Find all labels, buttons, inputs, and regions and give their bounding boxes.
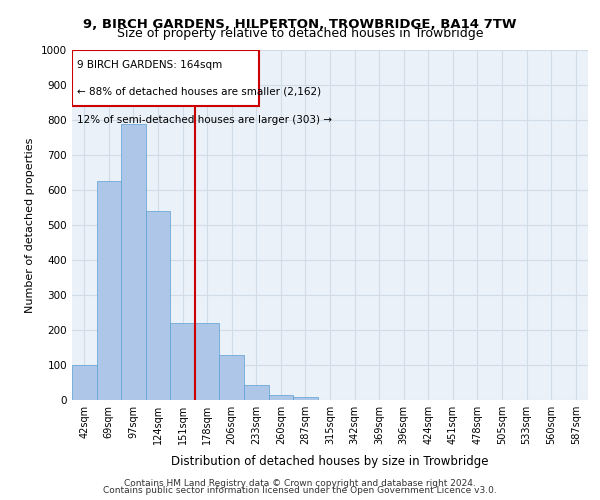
X-axis label: Distribution of detached houses by size in Trowbridge: Distribution of detached houses by size …	[171, 456, 489, 468]
Bar	[220, 354, 244, 400]
Bar	[269, 395, 293, 400]
Text: 12% of semi-detached houses are larger (303) →: 12% of semi-detached houses are larger (…	[77, 115, 332, 124]
Text: 9 BIRCH GARDENS: 164sqm: 9 BIRCH GARDENS: 164sqm	[77, 60, 222, 70]
Bar	[170, 323, 195, 400]
Bar	[293, 396, 318, 400]
Bar	[146, 211, 170, 400]
Bar	[121, 124, 146, 400]
Text: 9, BIRCH GARDENS, HILPERTON, TROWBRIDGE, BA14 7TW: 9, BIRCH GARDENS, HILPERTON, TROWBRIDGE,…	[83, 18, 517, 30]
Text: Contains HM Land Registry data © Crown copyright and database right 2024.: Contains HM Land Registry data © Crown c…	[124, 478, 476, 488]
FancyBboxPatch shape	[72, 50, 259, 106]
Text: Size of property relative to detached houses in Trowbridge: Size of property relative to detached ho…	[117, 28, 483, 40]
Bar	[72, 365, 97, 400]
Y-axis label: Number of detached properties: Number of detached properties	[25, 138, 35, 312]
Bar	[97, 181, 121, 400]
Bar	[244, 385, 269, 400]
Text: ← 88% of detached houses are smaller (2,162): ← 88% of detached houses are smaller (2,…	[77, 87, 321, 97]
Text: Contains public sector information licensed under the Open Government Licence v3: Contains public sector information licen…	[103, 486, 497, 495]
Bar	[195, 323, 220, 400]
